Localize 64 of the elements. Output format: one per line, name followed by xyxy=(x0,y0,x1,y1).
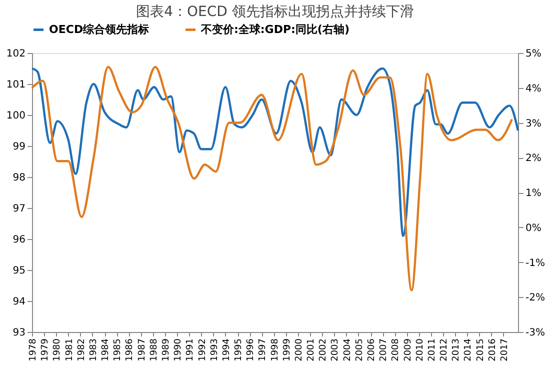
y-tick-label: 98 xyxy=(12,172,26,184)
x-tick-label: 1992 xyxy=(198,338,208,362)
x-tick-label: 2003 xyxy=(330,338,341,362)
x-tick-label: 1995 xyxy=(234,338,244,362)
y2-tick-label: 0% xyxy=(526,222,542,234)
y-tick-label: 101 xyxy=(6,80,26,90)
x-tick-label: 1997 xyxy=(258,338,268,362)
line-series xyxy=(30,66,514,292)
x-tick-label: 1991 xyxy=(186,338,196,362)
x-tick-label: 2005 xyxy=(354,338,365,362)
x-tick-label: 2013 xyxy=(452,338,462,362)
x-tick-label: 1982 xyxy=(76,338,87,362)
x-tick-label: 2009 xyxy=(403,338,414,362)
x-tick-label: 1990 xyxy=(174,338,184,362)
x-tick-label: 1985 xyxy=(113,338,124,362)
x-tick-label: 1980 xyxy=(52,338,63,362)
y-tick-label: 97 xyxy=(12,204,26,214)
x-tick-label: 1999 xyxy=(282,338,292,362)
y2-tick-label: -1% xyxy=(526,258,545,269)
x-tick-label: 1998 xyxy=(270,338,280,362)
y-tick-label: 96 xyxy=(12,234,26,246)
x-tick-label: 1993 xyxy=(210,338,220,362)
x-tick-label: 2012 xyxy=(440,338,450,362)
line-series xyxy=(30,67,520,237)
x-tick-label: 1989 xyxy=(161,338,172,362)
y2-tick-label: 4% xyxy=(526,83,542,94)
x-tick-label: 2011 xyxy=(427,338,438,362)
x-tick-label: 2002 xyxy=(318,338,329,362)
y-tick-label: 95 xyxy=(12,266,26,276)
x-tick-label: 1996 xyxy=(246,338,256,362)
legend-label: 不变价:全球:GDP:同比(右轴) xyxy=(200,22,350,36)
y2-tick-label: 5% xyxy=(526,48,542,60)
y-tick-label: 102 xyxy=(6,48,26,60)
x-tick-label: 2014 xyxy=(464,338,474,362)
x-tick-label: 1978 xyxy=(28,338,38,362)
x-tick-label: 1994 xyxy=(222,338,232,362)
legend-label: OECD综合领先指标 xyxy=(49,22,150,36)
x-tick-label: 2004 xyxy=(342,338,353,362)
y-tick-label: 93 xyxy=(12,328,26,338)
x-tick-label: 2008 xyxy=(391,338,402,362)
y-tick-label: 99 xyxy=(12,142,26,152)
y2-tick-label: 3% xyxy=(526,118,542,130)
chart-title: 图表4：OECD 领先指标出现拐点并持续下滑 xyxy=(136,4,414,20)
x-tick-label: 2006 xyxy=(367,338,378,362)
x-tick-label: 2017 xyxy=(500,338,510,362)
x-tick-label: 1979 xyxy=(40,338,51,362)
x-tick-label: 1986 xyxy=(125,338,136,362)
x-tick-label: 2015 xyxy=(476,338,486,362)
x-tick-label: 1984 xyxy=(101,338,112,362)
x-tick-label: 2016 xyxy=(488,338,498,362)
x-tick-label: 2001 xyxy=(306,338,317,362)
y2-tick-label: -2% xyxy=(526,292,545,304)
y-tick-label: 100 xyxy=(6,110,26,122)
x-tick-label: 1983 xyxy=(88,338,99,362)
x-tick-label: 2000 xyxy=(294,338,304,362)
y-tick-label: 94 xyxy=(12,296,26,308)
x-tick-label: 2007 xyxy=(379,338,390,362)
y2-tick-label: 1% xyxy=(526,188,542,199)
x-tick-label: 1981 xyxy=(64,338,75,362)
y2-tick-label: -3% xyxy=(526,328,545,338)
x-tick-label: 2010 xyxy=(415,338,426,362)
y2-tick-label: 2% xyxy=(526,153,542,164)
x-tick-label: 1988 xyxy=(149,338,160,362)
x-tick-label: 1987 xyxy=(137,338,148,362)
